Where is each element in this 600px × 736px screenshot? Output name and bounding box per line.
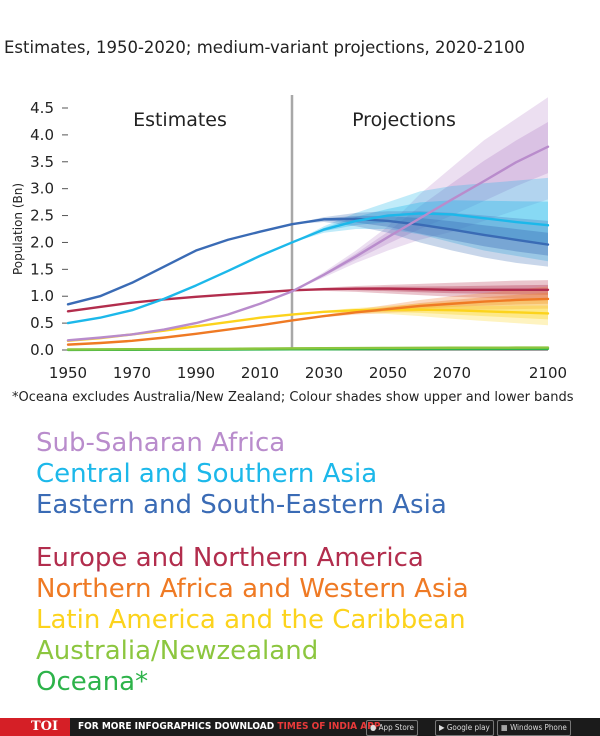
annotation-projections: Projections [352, 109, 456, 131]
y-tick-label: 3.0 [30, 180, 54, 198]
y-tick-label: 3.5 [30, 153, 54, 171]
band-5 [292, 297, 548, 326]
chart-subtitle: Estimates, 1950-2020; medium-variant pro… [4, 38, 525, 57]
y-tick-label: 1.5 [30, 260, 54, 278]
google-play-label: Google play [446, 723, 490, 732]
band-0 [292, 97, 548, 292]
google-play-badge[interactable]: ▶ Google play [435, 720, 494, 736]
inner-band-1 [292, 200, 548, 244]
legend-item-latin-america-caribbean: Latin America and the Caribbean [36, 605, 466, 635]
y-tick-label: 4.5 [30, 99, 54, 117]
legend-item-eastern-south-eastern-asia: Eastern and South-Eastern Asia [36, 490, 447, 520]
series-line-1 [66, 212, 550, 325]
legend-item-central-southern-asia: Central and Southern Asia [36, 459, 378, 489]
inner-band-5 [292, 305, 548, 320]
x-tick-label: 1990 [177, 364, 215, 382]
footnote: *Oceana excludes Australia/New Zealand; … [12, 390, 574, 405]
legend-item-northern-africa-western-asia: Northern Africa and Western Asia [36, 574, 469, 604]
x-tick-label: 2070 [433, 364, 471, 382]
band-2 [292, 211, 548, 267]
windows-icon: ▦ [501, 723, 508, 732]
x-tick-label: 2010 [241, 364, 279, 382]
annotation-estimates: Estimates [133, 109, 227, 131]
x-tick-label: 1970 [113, 364, 151, 382]
x-tick-label: 2100 [529, 364, 567, 382]
windows-phone-label: Windows Phone [510, 723, 567, 732]
legend-item-sub-saharan-africa: Sub-Saharan Africa [36, 428, 286, 458]
legend-item-oceana: Oceana* [36, 667, 149, 697]
app-store-badge[interactable]: ● App Store [366, 720, 418, 736]
x-tick-label: 1950 [49, 364, 87, 382]
app-store-label: App Store [378, 723, 414, 732]
series-line-3 [66, 287, 550, 313]
promo-text: FOR MORE INFOGRAPHICS DOWNLOAD TIMES OF … [78, 721, 380, 732]
promo-highlight: TIMES OF INDIA APP [277, 721, 381, 732]
x-tick-label: 2030 [305, 364, 343, 382]
y-tick-label: 4.0 [30, 126, 54, 144]
brand-bar [0, 718, 70, 736]
series-line-6 [66, 346, 550, 351]
series-line-4 [66, 297, 550, 346]
population-line-chart: 0.0 0.5 1.0 1.5 2.0 2.5 3.0 3.5 4.0 4.5 1950 1970 19… [11, 95, 567, 382]
legend-item-europe-northern-america: Europe and Northern America [36, 543, 424, 573]
windows-phone-badge[interactable]: ▦ Windows Phone [497, 720, 571, 736]
promo-prefix: FOR MORE INFOGRAPHICS DOWNLOAD [78, 721, 275, 732]
y-tick-label: 0.0 [30, 341, 54, 359]
inner-band-2 [292, 215, 548, 256]
play-icon: ▶ [439, 723, 445, 732]
series-line-0 [66, 145, 550, 342]
series-line-2 [66, 217, 550, 306]
x-tick-label: 2050 [369, 364, 407, 382]
legend: Sub-Saharan Africa Central and Southern … [36, 428, 469, 698]
apple-icon: ● [370, 723, 377, 732]
inner-band-0 [292, 121, 548, 292]
promo-footer: TOI FOR MORE INFOGRAPHICS DOWNLOAD TIMES… [0, 718, 600, 736]
y-tick-label: 2.5 [30, 207, 54, 225]
brand-logo: TOI [31, 719, 59, 734]
y-tick-label: 2.0 [30, 233, 54, 251]
legend-item-australia-newzealand: Australia/Newzealand [36, 636, 319, 666]
y-axis-label: Population (Bn) [11, 183, 25, 275]
y-tick-label: 0.5 [30, 314, 54, 332]
y-tick-label: 1.0 [30, 287, 54, 305]
